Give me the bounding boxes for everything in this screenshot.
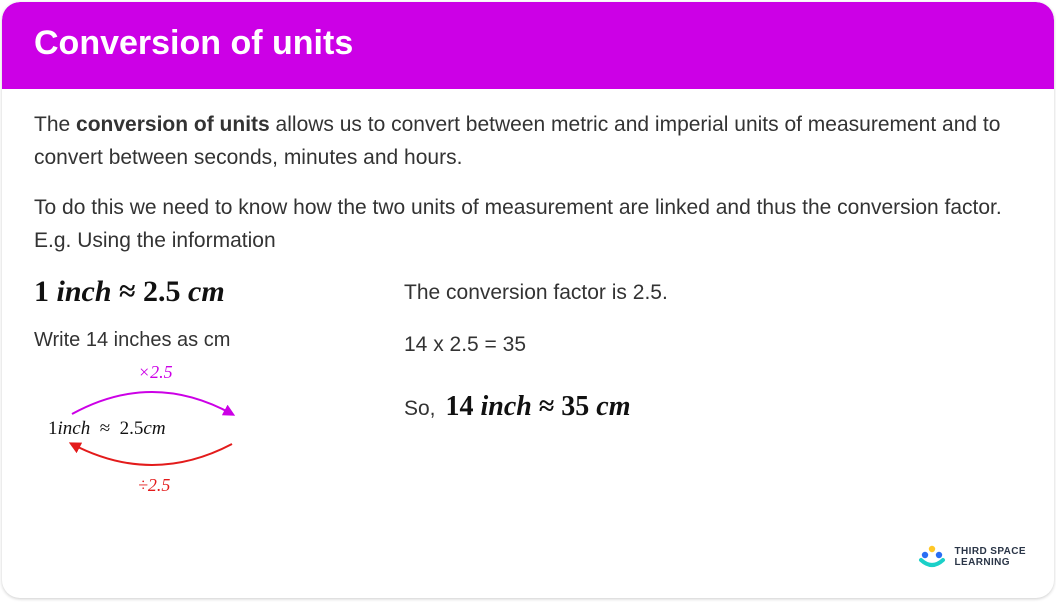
diagram-equation: 1inch ≈ 2.5cm [48,418,166,440]
result-line: So, 14 inch ≈ 35 cm [404,391,1022,423]
card-header: Conversion of units [2,2,1054,89]
info-card: Conversion of units The conversion of un… [2,2,1054,598]
intro-bold-term: conversion of units [76,113,270,136]
logo-text: THIRD SPACE LEARNING [955,546,1026,569]
rel-num2: 2.5 [143,275,181,308]
res-unit1: inch [481,391,532,422]
eq-l-unit: inch [58,418,91,439]
intro-paragraph-2: To do this we need to know how the two u… [34,192,1022,257]
res-unit2: cm [596,391,630,422]
divide-arrow-icon [72,444,232,465]
intro-pre: The [34,113,76,136]
rel-op: ≈ [119,275,135,308]
divide-label: ÷2.5 [138,475,170,496]
worked-example-prompt: Write 14 inches as cm [34,329,364,352]
card-title: Conversion of units [34,24,1022,63]
brand-logo: THIRD SPACE LEARNING [917,544,1026,570]
inch-cm-relation: 1 inch ≈ 2.5 cm [34,275,364,309]
eq-l-num: 1 [48,418,58,439]
result-math: 14 inch ≈ 35 cm [446,391,631,423]
eq-r-unit: cm [143,418,165,439]
eq-op: ≈ [100,418,110,439]
logo-line1: THIRD SPACE [955,546,1026,558]
result-prefix: So, [404,397,436,421]
eq-r-num: 2.5 [120,418,144,439]
res-op: ≈ [539,391,554,422]
rel-unit2: cm [188,275,225,308]
card-content: The conversion of units allows us to con… [2,89,1054,492]
calculation-line: 14 x 2.5 = 35 [404,333,1022,357]
left-column: 1 inch ≈ 2.5 cm Write 14 inches as cm ×2… [34,275,364,492]
logo-line2: LEARNING [955,557,1026,569]
res-num2: 35 [561,391,589,422]
multiply-arrow-icon [72,392,232,414]
conversion-diagram: ×2.5 1inc [34,362,294,492]
rel-unit1: inch [57,275,112,308]
right-column: The conversion factor is 2.5. 14 x 2.5 =… [404,275,1022,492]
two-column-layout: 1 inch ≈ 2.5 cm Write 14 inches as cm ×2… [34,275,1022,492]
res-num1: 14 [446,391,474,422]
conversion-factor-statement: The conversion factor is 2.5. [404,281,1022,305]
intro-paragraph-1: The conversion of units allows us to con… [34,109,1022,174]
rel-num1: 1 [34,275,49,308]
logo-icon [917,544,947,570]
